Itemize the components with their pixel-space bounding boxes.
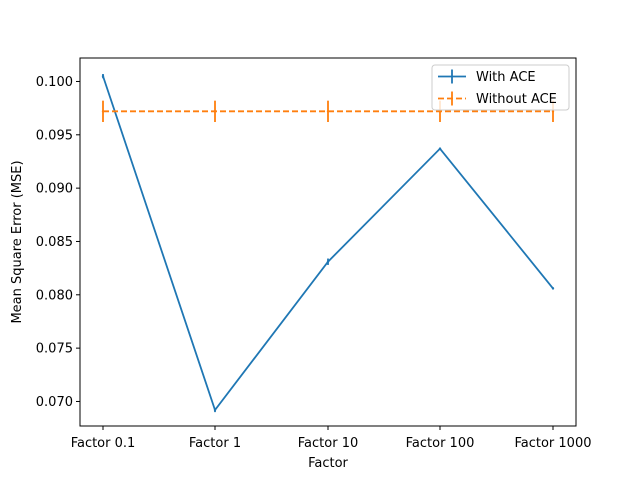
y-tick-label: 0.100 bbox=[36, 75, 73, 90]
x-tick-label: Factor 100 bbox=[406, 436, 475, 451]
x-tick-label: Factor 1000 bbox=[514, 436, 591, 451]
data-point bbox=[213, 110, 217, 113]
legend: With ACE Without ACE bbox=[431, 64, 570, 111]
data-point bbox=[438, 110, 442, 113]
data-point bbox=[326, 110, 330, 113]
legend-label: Without ACE bbox=[476, 92, 557, 107]
x-tick-label: Factor 1 bbox=[189, 436, 241, 451]
legend-item: With ACE bbox=[438, 69, 536, 85]
y-tick-label: 0.070 bbox=[36, 395, 73, 410]
series-layer bbox=[101, 74, 555, 413]
data-point bbox=[326, 260, 330, 263]
x-axis: Factor 0.1 Factor 1 Factor 10 Factor 100 Fac… bbox=[71, 426, 592, 451]
y-tick-label: 0.080 bbox=[36, 288, 73, 303]
data-point bbox=[551, 287, 555, 290]
x-tick-label: Factor 0.1 bbox=[71, 436, 136, 451]
y-tick-label: 0.075 bbox=[36, 342, 73, 357]
y-tick-label: 0.095 bbox=[36, 128, 73, 143]
y-axis: 0.070 0.075 0.080 0.085 0.090 0.095 0.100 bbox=[36, 75, 80, 410]
data-point bbox=[101, 110, 105, 113]
data-point bbox=[551, 110, 555, 113]
data-point bbox=[213, 408, 217, 412]
x-tick-label: Factor 10 bbox=[298, 436, 358, 451]
legend-item: Without ACE bbox=[438, 91, 557, 107]
y-tick-label: 0.085 bbox=[36, 235, 73, 250]
data-point bbox=[438, 147, 442, 150]
x-axis-label: Factor bbox=[308, 456, 348, 471]
y-tick-label: 0.090 bbox=[36, 182, 73, 197]
legend-box bbox=[431, 64, 570, 111]
data-point bbox=[101, 74, 105, 78]
y-axis-label: Mean Square Error (MSE) bbox=[10, 160, 25, 323]
legend-label: With ACE bbox=[476, 70, 536, 85]
series-with-ace bbox=[101, 74, 555, 413]
